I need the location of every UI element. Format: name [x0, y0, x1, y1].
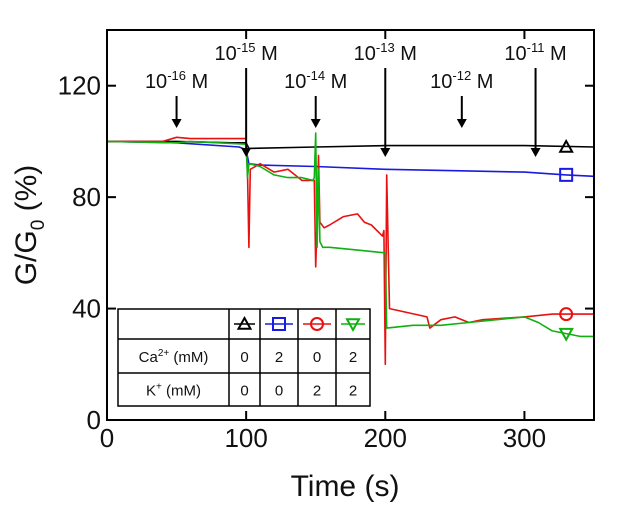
legend-marker-4: [345, 318, 361, 333]
annotation-label: 10-14 M: [284, 68, 347, 93]
y-tick-label: 0: [87, 405, 101, 435]
annotation-exponent: -11: [527, 40, 545, 55]
series-marker-1: [558, 138, 574, 153]
annotation-unit: M: [256, 43, 278, 65]
annotation-label: 10-13 M: [354, 40, 417, 65]
y-tick-label: 40: [72, 294, 101, 324]
x-tick-label: 200: [364, 423, 407, 453]
y-axis-label-unit: (%): [10, 165, 43, 220]
legend-cell-value: 0: [313, 349, 321, 366]
annotation-arrow-head: [171, 119, 182, 128]
legend-cell-value: 2: [275, 349, 283, 366]
annotation-arrow-head: [530, 148, 541, 157]
annotation-exponent: -16: [167, 68, 186, 83]
annotation-arrow-head: [380, 148, 391, 157]
legend-cell-value: 2: [313, 383, 321, 400]
x-axis-label: Time (s): [291, 470, 400, 503]
legend-marker-1: [236, 315, 253, 330]
annotation-unit: M: [186, 71, 208, 93]
annotation-base: 10: [430, 71, 452, 93]
annotation-base: 10: [215, 43, 237, 65]
legend-row-label: Ca2+ (mM): [139, 348, 209, 366]
y-axis-label-sub: 0: [28, 220, 49, 231]
annotation-exponent: -12: [452, 68, 471, 83]
annotation-unit: M: [325, 71, 347, 93]
x-tick-label: 0: [100, 423, 114, 453]
annotation-label: 10-15 M: [215, 40, 278, 65]
y-tick-label: 120: [58, 71, 101, 101]
annotation-base: 10: [504, 43, 526, 65]
x-tick-label: 300: [503, 423, 546, 453]
annotation-label: 10-16 M: [145, 68, 208, 93]
legend-cell-value: 0: [240, 383, 248, 400]
legend-row-label-sup: 2+: [158, 348, 170, 359]
annotation-arrow-head: [456, 119, 467, 128]
legend-cell-value: 2: [349, 349, 357, 366]
series-line-3: [107, 136, 594, 366]
annotation-unit: M: [395, 43, 417, 65]
annotation-label: 10-11 M: [504, 40, 566, 65]
markers: [558, 138, 574, 342]
series-marker-3: [559, 307, 574, 322]
legend-row-label-base: Ca: [139, 349, 159, 366]
legend-table: Ca2+ (mM) 0 2 0 2 K+ (mM) 0 0 2 2: [117, 308, 371, 407]
annotation-exponent: -15: [237, 40, 256, 55]
legend-row-label-sup: +: [156, 382, 162, 393]
annotation-base: 10: [354, 43, 376, 65]
legend-cell-value: 0: [275, 383, 283, 400]
legend-marker-3: [310, 317, 324, 331]
series-line-2: [106, 140, 595, 178]
legend-row-label: K+ (mM): [146, 382, 201, 400]
annotation-unit: M: [544, 43, 566, 65]
annotation-exponent: -13: [376, 40, 395, 55]
annotation-unit: M: [471, 71, 493, 93]
y-axis-label-main: G/G: [10, 230, 43, 285]
legend-cell-value: 0: [240, 349, 248, 366]
series-marker-4: [558, 327, 574, 342]
y-tick-label: 80: [72, 182, 101, 212]
legend-marker-2: [272, 317, 286, 331]
series-line-4: [106, 132, 594, 338]
annotation-base: 10: [284, 71, 306, 93]
svg-text:G/G0 (%): G/G0 (%): [10, 165, 49, 286]
annotation-exponent: -14: [306, 68, 325, 83]
y-axis-label: G/G0 (%): [10, 165, 49, 286]
legend-row-label-base: K: [146, 383, 156, 400]
annotation-label: 10-12 M: [430, 68, 493, 93]
annotation-arrow-head: [310, 119, 321, 128]
legend-row-label-unit: (mM): [162, 383, 201, 400]
legend-table-frame: [117, 308, 371, 407]
annotation-arrow-head: [241, 148, 252, 157]
x-tick-label: 100: [224, 423, 267, 453]
annotation-base: 10: [145, 71, 167, 93]
annotations: 10-16 M10-15 M10-14 M10-13 M10-12 M10-11…: [145, 40, 567, 157]
legend-row-label-unit: (mM): [169, 349, 208, 366]
series-marker-2: [559, 167, 574, 182]
legend-cell-value: 2: [349, 383, 357, 400]
plot-frame: [106, 29, 595, 421]
